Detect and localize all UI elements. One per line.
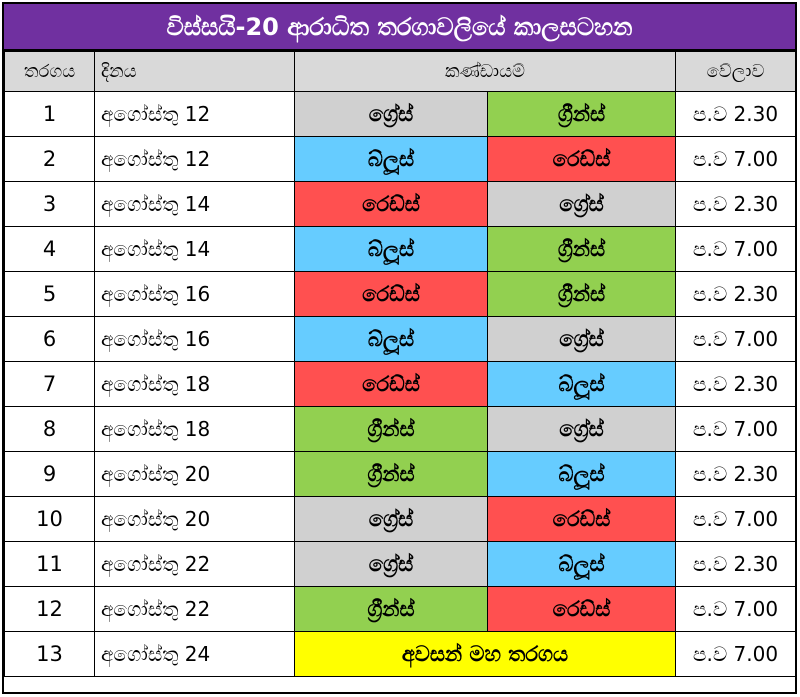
match-number: 8 (4, 406, 95, 452)
team-2: රෙඩ්ස් (486, 496, 677, 542)
match-date: අගෝස්තු 24 (94, 631, 295, 677)
table-row: 8 අගෝස්තු 18 ග්‍රීන්ස් ග්‍රේස් ප.ව 7.00 (4, 406, 797, 452)
table-row: 5 අගෝස්තු 16 රෙඩ්ස් ග්‍රීන්ස් ප.ව 2.30 (4, 271, 797, 317)
match-time: ප.ව 7.00 (675, 586, 797, 632)
team-1: ග්‍රීන්ස් (294, 586, 488, 632)
match-date: අගෝස්තු 14 (94, 181, 295, 227)
match-number: 7 (4, 361, 95, 407)
match-number: 6 (4, 316, 95, 362)
team-2: රෙඩ්ස් (486, 136, 677, 182)
match-time: ප.ව 7.00 (675, 226, 797, 272)
team-2: රෙඩ්ස් (486, 586, 677, 632)
team-1: රෙඩ්ස් (294, 361, 488, 407)
team-2: ග්‍රේස් (486, 406, 677, 452)
team-1: බ්ලූස් (294, 226, 488, 272)
match-date: අගෝස්තු 22 (94, 586, 295, 632)
match-date: අගෝස්තු 12 (94, 91, 295, 137)
match-number: 11 (4, 541, 95, 587)
match-time: ප.ව 7.00 (675, 406, 797, 452)
match-date: අගෝස්තු 20 (94, 496, 295, 542)
team-1: බ්ලූස් (294, 136, 488, 182)
schedule-table: තරගය දිනය කණ්ඩායම් වේලාව 1 අගෝස්තු 12 ග්‍ර… (4, 51, 797, 677)
table-row: 1 අගෝස්තු 12 ග්‍රේස් ග්‍රීන්ස් ප.ව 2.30 (4, 91, 797, 137)
team-1: ග්‍රීන්ස් (294, 406, 488, 452)
match-number: 2 (4, 136, 95, 182)
match-number: 10 (4, 496, 95, 542)
header-row: තරගය දිනය කණ්ඩායම් වේලාව (4, 51, 797, 92)
match-date: අගෝස්තු 20 (94, 451, 295, 497)
match-time: ප.ව 7.00 (675, 136, 797, 182)
table-row: 11 අගෝස්තු 22 ග්‍රේස් බ්ලූස් ප.ව 2.30 (4, 541, 797, 587)
team-2: ග්‍රේස් (486, 181, 677, 227)
table-row: 6 අගෝස්තු 16 බ්ලූස් ග්‍රේස් ප.ව 7.00 (4, 316, 797, 362)
table-row: 10 අගෝස්තු 20 ග්‍රේස් රෙඩ්ස් ප.ව 7.00 (4, 496, 797, 542)
team-2: බ්ලූස් (486, 541, 677, 587)
team-1: බ්ලූස් (294, 316, 488, 362)
team-1: ග්‍රේස් (294, 541, 488, 587)
match-date: අගෝස්තු 18 (94, 406, 295, 452)
team-2: බ්ලූස් (486, 451, 677, 497)
match-number: 13 (4, 631, 95, 677)
header-date: දිනය (94, 51, 295, 92)
table-row: 4 අගෝස්තු 14 බ්ලූස් ග්‍රීන්ස් ප.ව 7.00 (4, 226, 797, 272)
match-number: 5 (4, 271, 95, 317)
final-row: 13 අගෝස්තු 24 අවසන් මහ තරගය ප.ව 7.00 (4, 631, 797, 677)
match-date: අගෝස්තු 18 (94, 361, 295, 407)
match-time: ප.ව 2.30 (675, 271, 797, 317)
team-1: ග්‍රීන්ස් (294, 451, 488, 497)
header-time: වේලාව (675, 51, 797, 92)
table-row: 12 අගෝස්තු 22 ග්‍රීන්ස් රෙඩ්ස් ප.ව 7.00 (4, 586, 797, 632)
match-number: 4 (4, 226, 95, 272)
match-date: අගෝස්තු 12 (94, 136, 295, 182)
team-1: ග්‍රේස් (294, 91, 488, 137)
match-date: අගෝස්තු 14 (94, 226, 295, 272)
team-2: ග්‍රීන්ස් (486, 271, 677, 317)
match-number: 1 (4, 91, 95, 137)
match-number: 3 (4, 181, 95, 227)
match-time: ප.ව 7.00 (675, 496, 797, 542)
match-date: අගෝස්තු 16 (94, 271, 295, 317)
header-match: තරගය (4, 51, 95, 92)
team-2: ග්‍රීන්ස් (486, 91, 677, 137)
table-row: 2 අගෝස්තු 12 බ්ලූස් රෙඩ්ස් ප.ව 7.00 (4, 136, 797, 182)
match-time: ප.ව 2.30 (675, 181, 797, 227)
match-time: ප.ව 2.30 (675, 361, 797, 407)
final-match-label: අවසන් මහ තරගය (293, 631, 677, 677)
team-1: ග්‍රේස් (294, 496, 488, 542)
table-row: 9 අගෝස්තු 20 ග්‍රීන්ස් බ්ලූස් ප.ව 2.30 (4, 451, 797, 497)
team-2: බ්ලූස් (486, 361, 677, 407)
match-number: 12 (4, 586, 95, 632)
schedule-title: විස්සයි-20 ආරාධිත තරගාවලියේ කාලසටහන (4, 4, 795, 51)
match-time: ප.ව 2.30 (675, 541, 797, 587)
team-1: රෙඩ්ස් (294, 271, 488, 317)
table-row: 3 අගෝස්තු 14 රෙඩ්ස් ග්‍රේස් ප.ව 2.30 (4, 181, 797, 227)
header-teams: කණ්ඩායම් (293, 51, 677, 92)
match-number: 9 (4, 451, 95, 497)
match-time: ප.ව 7.00 (675, 631, 797, 677)
match-time: ප.ව 7.00 (675, 316, 797, 362)
match-time: ප.ව 2.30 (675, 91, 797, 137)
team-2: ග්‍රේස් (486, 316, 677, 362)
match-date: අගෝස්තු 16 (94, 316, 295, 362)
team-1: රෙඩ්ස් (294, 181, 488, 227)
schedule-rows: 1 අගෝස්තු 12 ග්‍රේස් ග්‍රීන්ස් ප.ව 2.30 2 අගෝ… (4, 91, 797, 677)
table-row: 7 අගෝස්තු 18 රෙඩ්ස් බ්ලූස් ප.ව 2.30 (4, 361, 797, 407)
team-2: ග්‍රීන්ස් (486, 226, 677, 272)
match-time: ප.ව 2.30 (675, 451, 797, 497)
match-date: අගෝස්තු 22 (94, 541, 295, 587)
